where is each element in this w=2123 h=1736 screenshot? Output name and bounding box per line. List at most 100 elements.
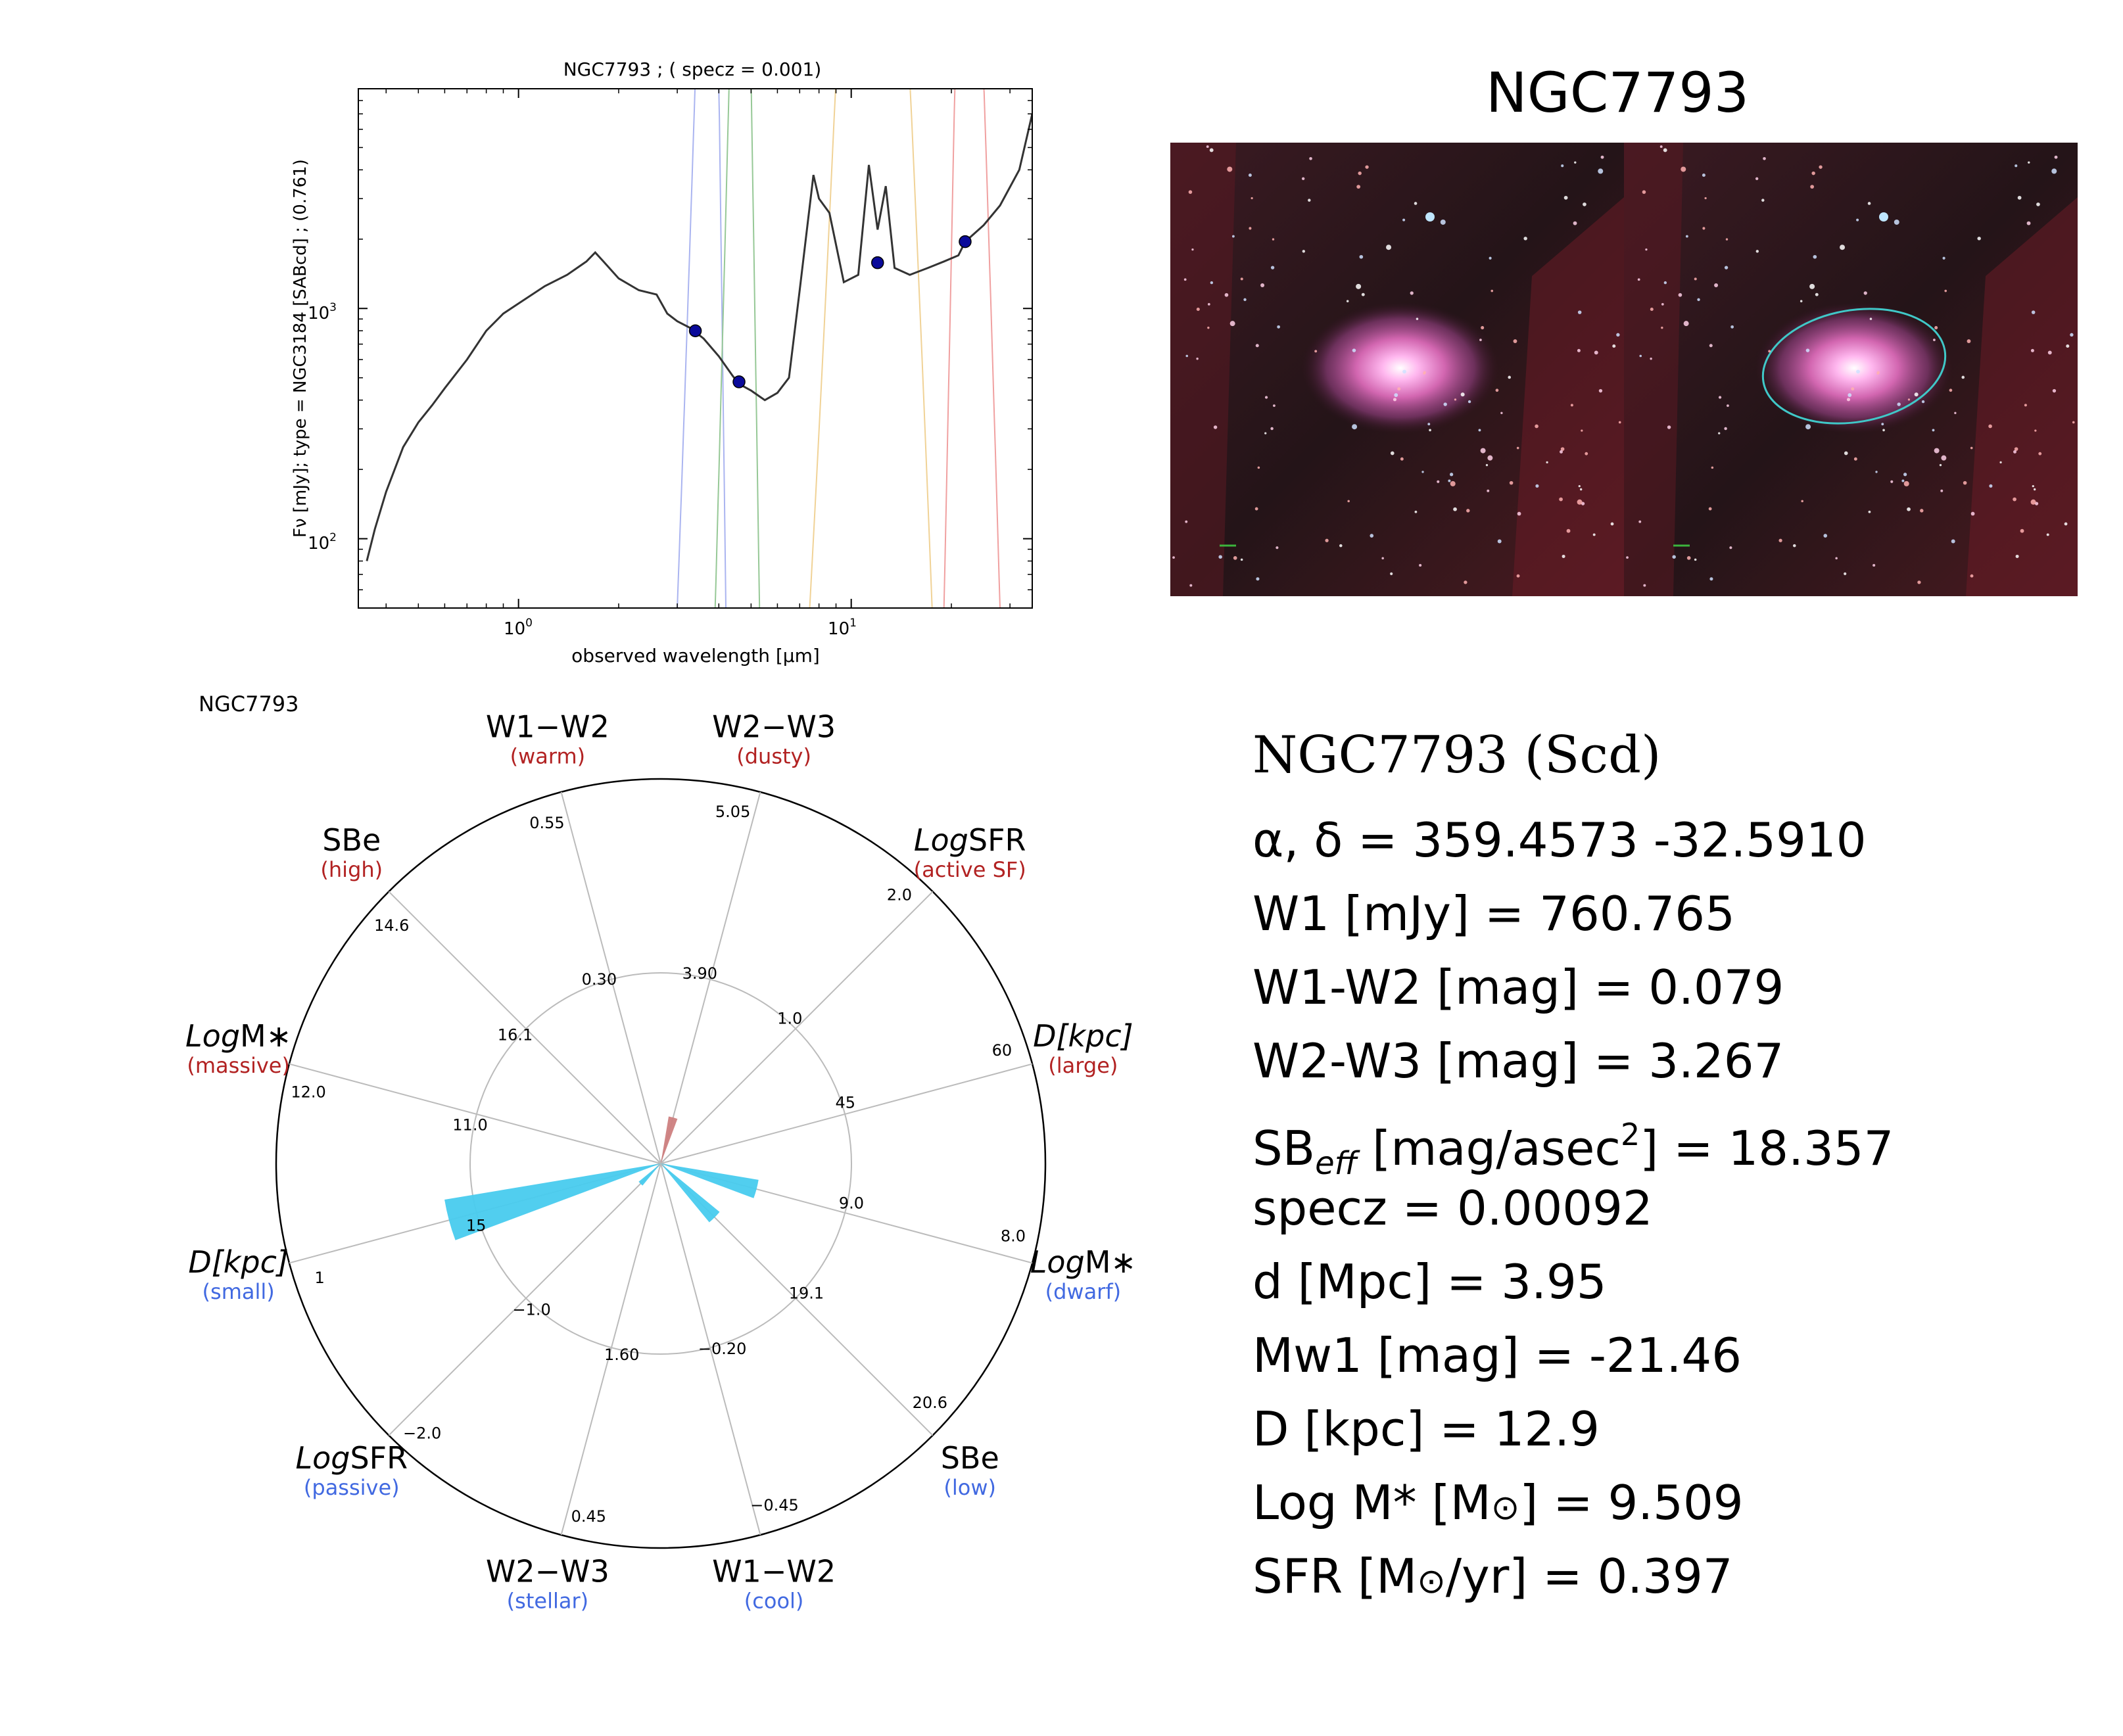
sed-ytick-label: 103 [308,301,337,323]
info-title: NGC7793 (Scd) [1252,726,1661,785]
radar-inner-ring [469,972,852,1355]
photometry-point [732,375,746,388]
radar-inner-tick: 19.1 [789,1284,824,1302]
radar-spoke [289,1063,661,1164]
radar-spoke [560,791,661,1164]
radar-plot: NGC7793 0.55 0.30 5.05 3.90 2.0 1.0 60 45 8.0 9.0… [185,692,1136,1613]
radar-inner-tick: 3.90 [682,964,717,983]
info-w1w2: W1-W2 [mag] = 0.079 [1252,960,1784,1015]
radar-axis-label: W1−W2 [712,1553,836,1589]
radar-grid [275,778,1047,1549]
sed-ticks [358,89,1032,608]
star-field-icon [1626,145,2075,587]
galaxy-image-left [1170,143,1624,596]
radar-axis-label: W2−W3 [486,1553,609,1589]
radar-axis-label: D[kpc] [188,1244,288,1280]
radar-axis-sublabel: (cool) [744,1588,804,1613]
radar-bar [661,1163,759,1198]
radar-outer-tick: 20.6 [913,1394,947,1412]
aperture-ellipse [1761,308,1947,425]
radar-inner-tick: −1.0 [512,1300,550,1319]
radar-outer-tick: 5.05 [715,803,750,821]
info-sb: SBeff [mag/asec2] = 18.357 [1252,1117,1894,1182]
radar-inner-tick: 45 [836,1093,856,1112]
photometry-point [871,256,884,270]
radar-axis-label: SBe [322,822,381,858]
galaxy-image-right [1624,143,2078,596]
info-mw1: Mw1 [mag] = -21.46 [1252,1328,1742,1383]
info-coords: α, δ = 359.4573 -32.5910 [1252,812,1867,868]
radar-spoke [388,891,661,1164]
radar-spoke [388,1163,661,1436]
radar-axis-sublabel: (passive) [304,1475,400,1500]
radar-outer-tick: −2.0 [403,1424,441,1442]
radar-inner-tick: 9.0 [839,1194,864,1212]
radar-inner-tick: 1.60 [604,1346,639,1364]
radar-axis-label: SBe [941,1440,999,1476]
sed-ylabel: Fν [mJy]; type = NGC3184 [SABcd] ; (0.76… [291,159,310,538]
radar-outer-ring [275,778,1047,1549]
radar-axis-sublabel: (small) [203,1279,275,1304]
radar-axis-label: LogM∗ [1030,1244,1136,1280]
info-logm: Log M* [M⊙] = 9.509 [1252,1475,1744,1530]
radar-axis-label: D[kpc] [1033,1018,1133,1054]
radar-spoke [560,1163,661,1536]
radar-axis-sublabel: (large) [1048,1053,1118,1078]
sed-xlabel: observed wavelength [μm] [571,645,820,667]
photometry-point [959,235,972,248]
radar-inner-tick: 1.0 [777,1010,802,1028]
sed-plot-frame [358,88,1033,609]
radar-axis-label: W2−W3 [712,709,836,745]
sed-ytick-label: 102 [308,531,337,553]
radar-axis-sublabel: (stellar) [507,1588,588,1613]
star-field-icon [1172,145,1621,587]
radar-bar [661,1116,678,1163]
radar-spoke [660,891,934,1164]
radar-inner-tick: 15 [466,1217,487,1235]
info-w1: W1 [mJy] = 760.765 [1252,886,1735,941]
filter-curve [809,89,933,608]
radar-axis-label: LogM∗ [185,1018,291,1054]
radar-outer-tick: 8.0 [1001,1227,1026,1246]
info-dmpc: d [Mpc] = 3.95 [1252,1254,1607,1309]
radar-inner-tick: −0.20 [698,1340,747,1358]
radar-outer-tick: 1 [314,1269,324,1287]
radar-outer-tick: 60 [992,1041,1013,1060]
radar-bar [444,1163,661,1240]
info-sfr: SFR [M⊙/yr] = 0.397 [1252,1549,1733,1604]
radar-outer-tick: 0.45 [571,1507,606,1526]
radar-axis-label: W1−W2 [486,709,609,745]
filter-curve [714,89,761,608]
radar-axis-sublabel: (active SF) [914,857,1026,882]
radar-spoke [660,1163,761,1536]
filter-curve [943,89,1001,608]
radar-outer-tick: −0.45 [750,1496,799,1514]
sun-symbol-icon: ⊙ [1417,1562,1446,1601]
radar-spoke [660,791,761,1164]
sed-xtick-label: 100 [504,617,533,639]
sed-curves [366,89,1032,608]
sed-spectrum-line [366,113,1032,561]
radar-outer-tick: 12.0 [291,1083,325,1101]
sed-plot: NGC7793 ; ( specz = 0.001) 102 103 100 1… [291,59,1033,667]
radar-axis-sublabel: (warm) [510,744,586,769]
radar-axis-label: LogSFR [914,822,1026,858]
radar-inner-tick: 16.1 [498,1026,533,1044]
sed-title: NGC7793 ; ( specz = 0.001) [563,59,822,80]
radar-corner-label: NGC7793 [199,692,299,716]
radar-inner-tick: 0.30 [582,970,617,989]
sed-xtick-label: 101 [828,617,857,639]
radar-bars [444,1116,759,1240]
image-title: NGC7793 [1486,60,1749,125]
info-w2w3: W2-W3 [mag] = 3.267 [1252,1033,1784,1089]
info-specz: specz = 0.00092 [1252,1181,1653,1236]
radar-outer-tick: 0.55 [529,814,564,832]
radar-outer-tick: 2.0 [887,886,912,904]
info-dkpc: D [kpc] = 12.9 [1252,1401,1600,1457]
radar-bar [638,1163,661,1186]
radar-axis-label: LogSFR [295,1440,408,1476]
radar-spoke [660,1063,1033,1164]
radar-outer-tick: 14.6 [374,916,409,935]
radar-inner-tick: 11.0 [452,1116,487,1135]
radar-axis-sublabel: (dusty) [736,744,811,769]
